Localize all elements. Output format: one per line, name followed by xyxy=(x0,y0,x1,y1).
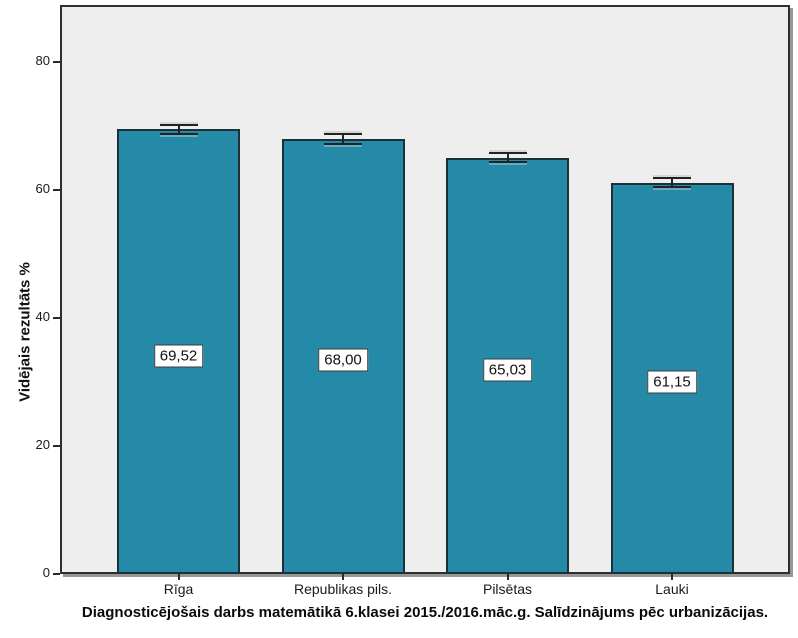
category-label: Republikas pils. xyxy=(293,581,393,597)
bar-value-label: 69,52 xyxy=(153,344,204,368)
y-tick xyxy=(53,444,60,447)
chart-title: Diagnosticējošais darbs matemātikā 6.kla… xyxy=(81,604,769,621)
y-tick xyxy=(53,60,60,63)
y-tick-label: 40 xyxy=(35,308,50,324)
x-tick xyxy=(671,574,673,580)
category-label: Rīga xyxy=(163,581,194,597)
error-bar-cap-top xyxy=(488,152,527,155)
bar xyxy=(281,138,405,574)
bar-value-label: 65,03 xyxy=(482,358,533,382)
error-bar-cap-top xyxy=(653,176,691,179)
y-tick-label: 0 xyxy=(42,565,50,580)
error-bar-cap-bottom xyxy=(488,161,527,164)
x-tick xyxy=(506,574,509,580)
category-label: Lauki xyxy=(655,581,689,597)
error-bar-line xyxy=(177,124,180,134)
error-bar-cap-bottom xyxy=(324,142,362,145)
error-bar-line xyxy=(506,153,509,163)
bar-value-label: 68,00 xyxy=(318,348,368,372)
error-bar-cap-top xyxy=(324,132,362,135)
y-tick-label: 20 xyxy=(35,436,50,452)
bar-value-label: 61,15 xyxy=(647,370,697,394)
category-label: Pilsētas xyxy=(482,581,533,597)
y-tick-label: 80 xyxy=(35,52,50,68)
error-bar-cap-top xyxy=(159,123,198,126)
x-tick xyxy=(342,574,344,580)
y-axis-title: Vidējais rezultāts % xyxy=(16,262,34,402)
y-tick xyxy=(53,573,60,575)
error-bar-cap-bottom xyxy=(159,132,198,135)
error-bar-cap-bottom xyxy=(653,186,691,189)
y-tick xyxy=(53,316,60,319)
x-tick xyxy=(177,574,180,580)
y-tick xyxy=(53,188,60,191)
error-bar-line xyxy=(342,133,344,144)
error-bar-line xyxy=(671,177,673,188)
y-tick-label: 60 xyxy=(35,180,50,196)
